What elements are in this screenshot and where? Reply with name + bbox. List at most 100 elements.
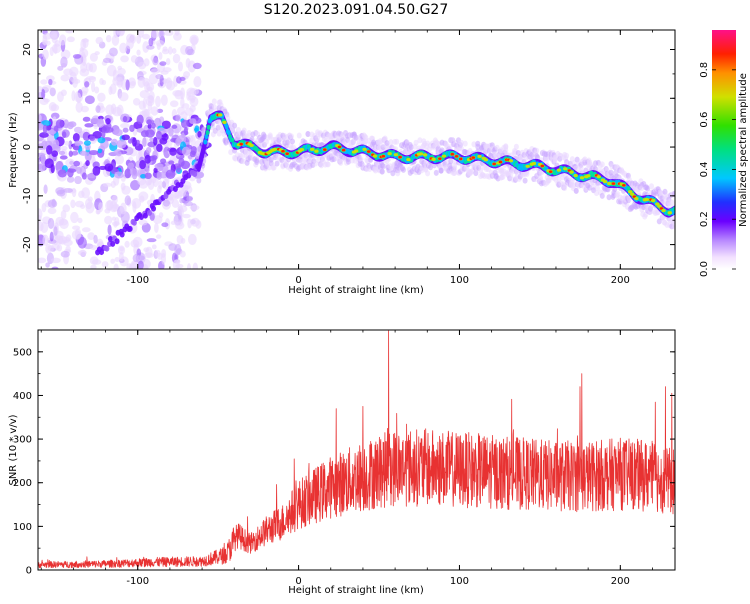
spectrogram-cell xyxy=(108,86,113,96)
spectrogram-cell xyxy=(602,180,608,184)
spectrogram-cell xyxy=(132,98,141,106)
spectrogram-cell xyxy=(408,144,414,151)
spectrogram-cell xyxy=(65,245,71,253)
spectrogram-cell xyxy=(184,107,194,116)
spectrogram-cell xyxy=(129,168,137,176)
spectrogram-cell xyxy=(569,170,574,174)
spectrogram-cell xyxy=(129,124,135,133)
spectrogram-marks xyxy=(38,30,675,269)
spectrogram-cell xyxy=(58,150,66,156)
spectrogram-cell xyxy=(144,172,152,180)
spectrogram-cell xyxy=(155,95,161,108)
spectrogram-cell xyxy=(41,203,47,213)
spectrogram-cell xyxy=(117,80,124,86)
spectrogram-cell xyxy=(156,171,163,180)
spectrogram-cell xyxy=(179,198,184,204)
spectrogram-cell xyxy=(45,145,53,155)
spectrogram-cell xyxy=(118,252,124,262)
spectrogram-cell xyxy=(57,169,67,178)
spectrogram-cell xyxy=(538,175,544,182)
spectrogram-cell xyxy=(161,252,167,265)
snr-x-tick-label: 0 xyxy=(295,576,301,587)
spectrogram-y-tick-label: 10 xyxy=(22,92,33,105)
spectrogram-cell xyxy=(117,245,126,255)
spectrogram-cell xyxy=(59,155,68,160)
spectrogram-cell xyxy=(81,187,91,199)
spectrogram-cell xyxy=(131,219,137,226)
spectrogram-cell xyxy=(104,163,114,172)
spectrogram-cell xyxy=(174,30,180,36)
spectrogram-cell xyxy=(165,57,171,66)
spectrogram-cell xyxy=(60,145,68,151)
spectrogram-cell xyxy=(218,113,223,117)
spectrogram-cell xyxy=(46,129,57,135)
spectrogram-cell xyxy=(127,138,133,144)
spectrogram-cell xyxy=(66,36,75,43)
snr-frame xyxy=(37,329,676,571)
spectrogram-cell xyxy=(156,42,161,51)
spectrogram-cell xyxy=(194,127,199,132)
spectrogram-cell xyxy=(190,36,198,46)
spectrogram-cell xyxy=(431,157,436,162)
spectrogram-cell xyxy=(42,85,52,91)
spectrogram-cell xyxy=(107,224,112,235)
spectrogram-cell xyxy=(155,130,162,140)
colorbar: 0.0 0.2 0.4 0.6 0.8 Normalized spectral ampl… xyxy=(699,30,749,277)
spectrogram-cell xyxy=(314,149,319,153)
spectrogram-cell xyxy=(38,163,46,172)
spectrogram-cell xyxy=(310,147,315,151)
spectrogram-cell xyxy=(186,263,192,269)
spectrogram-cell xyxy=(171,124,178,129)
spectrogram-cell xyxy=(239,152,245,159)
spectrogram-cell xyxy=(177,203,183,213)
spectrogram-cell xyxy=(174,253,179,261)
spectrogram-cell xyxy=(117,67,126,76)
spectrogram-cell xyxy=(73,160,81,167)
spectrogram-cell xyxy=(556,168,562,172)
spectrogram-cell xyxy=(47,239,57,245)
spectrogram-y-tick-label: 0 xyxy=(22,144,33,150)
spectrogram-cell xyxy=(274,160,280,167)
spectrogram-cell xyxy=(110,103,117,115)
spectrogram-cell xyxy=(563,167,568,171)
spectrogram-cell xyxy=(51,150,59,157)
spectrogram-cell xyxy=(72,132,80,142)
spectrogram-cell xyxy=(110,138,119,146)
spectrogram-cell xyxy=(669,199,675,206)
spectrogram-cell xyxy=(498,160,503,164)
spectrogram-cell xyxy=(149,137,155,142)
spectrogram-cell xyxy=(644,197,650,202)
spectrogram-cell xyxy=(51,266,59,269)
spectrogram-cell xyxy=(87,196,93,202)
spectrogram-cell xyxy=(97,148,103,154)
spectrogram-cell xyxy=(167,46,173,55)
spectrogram-cell xyxy=(574,156,580,163)
snr-y-tick-label: 300 xyxy=(13,435,32,446)
spectrogram-cell xyxy=(417,137,423,144)
spectrogram-cell xyxy=(140,130,149,138)
snr-x-axis-label: Height of straight line (km) xyxy=(288,585,424,596)
spectrogram-cell xyxy=(400,166,406,173)
spectrogram-cell xyxy=(72,54,82,59)
spectrogram-cell xyxy=(130,55,138,63)
spectrogram-cell xyxy=(119,231,125,238)
spectrogram-cell xyxy=(160,94,168,106)
spectrogram-cell xyxy=(215,124,221,131)
spectrogram-cell xyxy=(438,167,444,174)
spectrogram-cell xyxy=(122,127,129,133)
spectrogram-cell xyxy=(254,157,260,164)
spectrogram-cell xyxy=(384,140,390,147)
spectrogram-cell xyxy=(578,165,584,172)
spectrogram-cell xyxy=(38,122,44,131)
spectrogram-cell xyxy=(50,104,60,112)
spectrogram-cell xyxy=(116,139,127,149)
spectrogram-cell xyxy=(118,92,129,102)
spectrogram-cell xyxy=(120,122,130,129)
spectrogram-cell xyxy=(166,193,176,201)
spectrogram-cell xyxy=(145,177,152,186)
spectrogram-cell xyxy=(672,190,675,197)
spectrogram-cell xyxy=(137,260,144,269)
spectrogram-cell xyxy=(72,76,78,88)
spectrogram-cell xyxy=(150,30,159,39)
